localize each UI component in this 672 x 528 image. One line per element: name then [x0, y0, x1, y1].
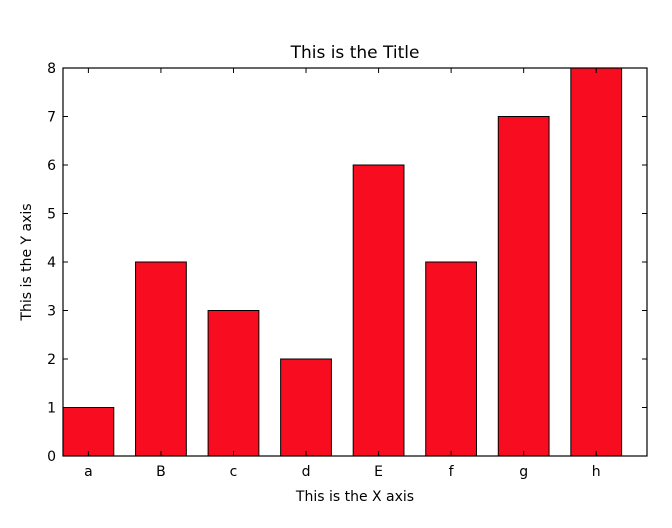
- bar-g: [497, 116, 550, 457]
- y-tick-label: 0: [47, 449, 56, 465]
- bar-d: [280, 358, 332, 457]
- y-tick-label: 6: [47, 158, 56, 174]
- x-axis-label: This is the X axis: [295, 489, 414, 505]
- bar-a: [62, 407, 115, 457]
- y-tick-label: 3: [47, 304, 56, 320]
- bar-f: [425, 261, 478, 457]
- bar-B: [135, 261, 187, 457]
- y-axis-label: This is the Y axis: [19, 203, 35, 321]
- y-tick-label: 2: [47, 352, 56, 368]
- x-tick-label: a: [84, 464, 93, 480]
- x-tick-label: h: [592, 464, 601, 480]
- bar-E: [352, 164, 405, 457]
- y-tick-label: 5: [47, 207, 56, 223]
- x-tick-label: E: [374, 464, 383, 480]
- y-tick-label: 4: [47, 255, 56, 271]
- x-tick-label: g: [519, 464, 528, 480]
- x-tick-label: B: [156, 464, 166, 480]
- plot-frame: [62, 67, 648, 457]
- bars-layer: [62, 67, 623, 457]
- y-tick-label: 8: [47, 61, 56, 77]
- bar-c: [207, 310, 260, 457]
- bar-h: [570, 67, 623, 457]
- x-tick-label: f: [449, 464, 455, 480]
- chart-title: This is the Title: [290, 43, 420, 63]
- y-tick-label: 1: [47, 401, 56, 417]
- y-tick-label: 7: [47, 110, 56, 126]
- x-tick-label: d: [302, 464, 311, 480]
- x-tick-label: c: [230, 464, 238, 480]
